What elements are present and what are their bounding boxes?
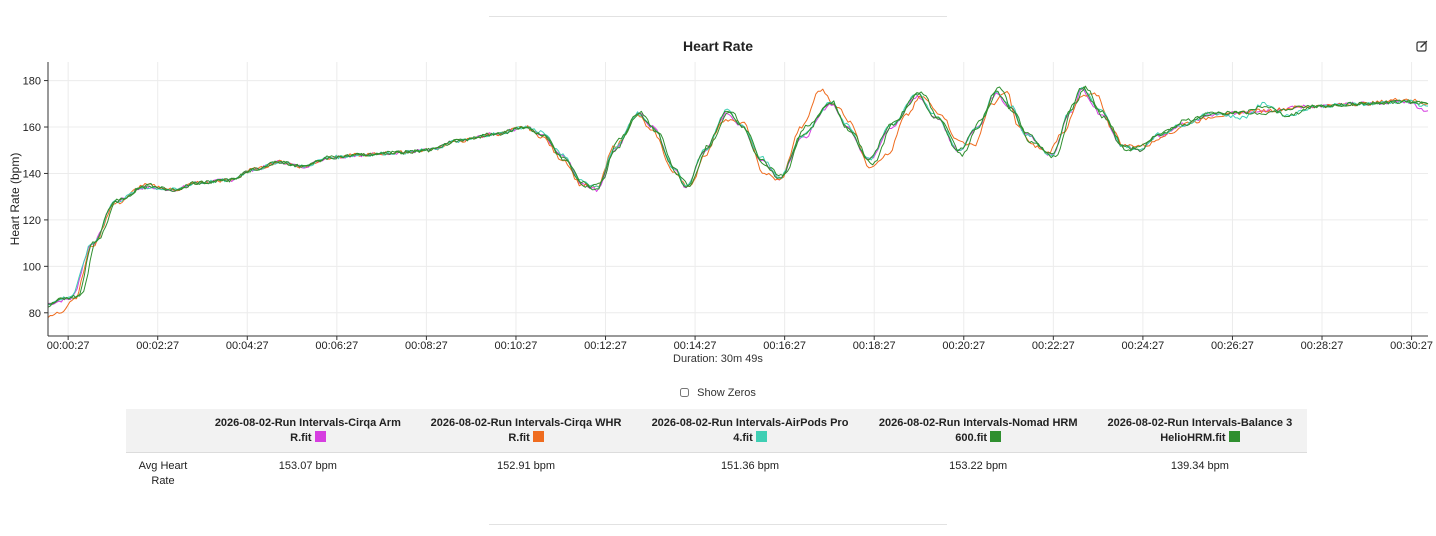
x-tick-label: 00:14:27 [674,340,717,352]
show-zeros-checkbox[interactable] [680,388,690,397]
grid [48,62,1428,336]
x-tick-label: 00:16:27 [763,340,806,352]
series-lines [47,85,1429,319]
legend-swatch [532,430,544,442]
bottom-divider [489,524,947,525]
x-tick-label: 00:08:27 [405,340,448,352]
x-tick-label: 00:02:27 [136,340,179,352]
summary-value: 152.91 bpm [496,460,556,472]
summary-row-avg-heart-rate: Avg Heart Rate 153.07 bpm 152.91 bpm 151… [126,453,1307,496]
summary-column-header: 2026-08-02-Run Intervals-AirPods Pro 4.fi… [636,409,864,453]
summary-column-header: 2026-08-02-Run Intervals-Cirqa WHR R.fit [415,409,637,453]
x-tick-label: 00:24:27 [1121,340,1164,352]
show-zeros-label: Show Zeros [697,387,756,399]
legend-swatch [314,430,326,442]
summary-value: 153.22 bpm [949,460,1008,472]
summary-corner [126,409,200,453]
y-tick-label: 160 [23,122,41,134]
chart-title: Heart Rate [682,38,754,54]
y-tick-label: 80 [29,308,41,320]
x-tick-label: 00:00:27 [47,340,90,352]
summary-table: 2026-08-02-Run Intervals-Cirqa Arm R.fit … [126,409,1307,495]
x-tick-label: 00:30:27 [1390,340,1433,352]
x-tick-label: 00:26:27 [1211,340,1254,352]
summary-value: 139.34 bpm [1170,460,1229,472]
summary-row-label: Avg Heart Rate [138,460,188,487]
series-line-4 [47,85,1429,308]
x-tick-label: 00:18:27 [853,340,896,352]
x-tick-label: 00:12:27 [584,340,627,352]
show-zeros-control[interactable]: Show Zeros [0,387,1436,399]
heart-rate-chart: 80 100 120 140 160 180 00:00:27 00:02:27 00:04:2… [8,62,1433,352]
y-tick-label: 100 [23,261,41,273]
legend-swatch [1228,430,1240,442]
legend-swatch [755,430,767,442]
x-tick-label: 00:20:27 [942,340,985,352]
summary-column-header: 2026-08-02-Run Intervals-Balance 3 HelioH… [1092,409,1307,453]
x-tick-label: 00:28:27 [1301,340,1344,352]
x-axis-label: Duration: 30m 49s [673,353,763,365]
summary-column-header: 2026-08-02-Run Intervals-Cirqa Arm R.fit [200,409,416,453]
y-axis-label: Heart Rate (bpm) [8,153,22,246]
x-tick-label: 00:22:27 [1032,340,1075,352]
summary-column-header: 2026-08-02-Run Intervals-Nomad HRM 600.fi… [863,409,1093,453]
summary-header-row: 2026-08-02-Run Intervals-Cirqa Arm R.fit … [126,409,1307,453]
summary-value: 151.36 bpm [720,460,780,472]
x-tick-label: 00:06:27 [315,340,358,352]
edit-icon[interactable] [1416,40,1428,52]
y-tick-label: 140 [23,168,41,180]
x-tick-label: 00:04:27 [226,340,269,352]
series-line-2 [47,88,1429,319]
legend-swatch [990,430,1002,442]
x-tick-label: 00:10:27 [495,340,538,352]
axes: 80 100 120 140 160 180 00:00:27 00:02:27 00:04:2… [8,62,1433,352]
series-line-5 [47,86,1429,305]
summary-value: 153.07 bpm [278,460,337,472]
y-tick-label: 120 [23,215,41,227]
top-divider [489,16,947,17]
y-tick-label: 180 [23,76,41,88]
